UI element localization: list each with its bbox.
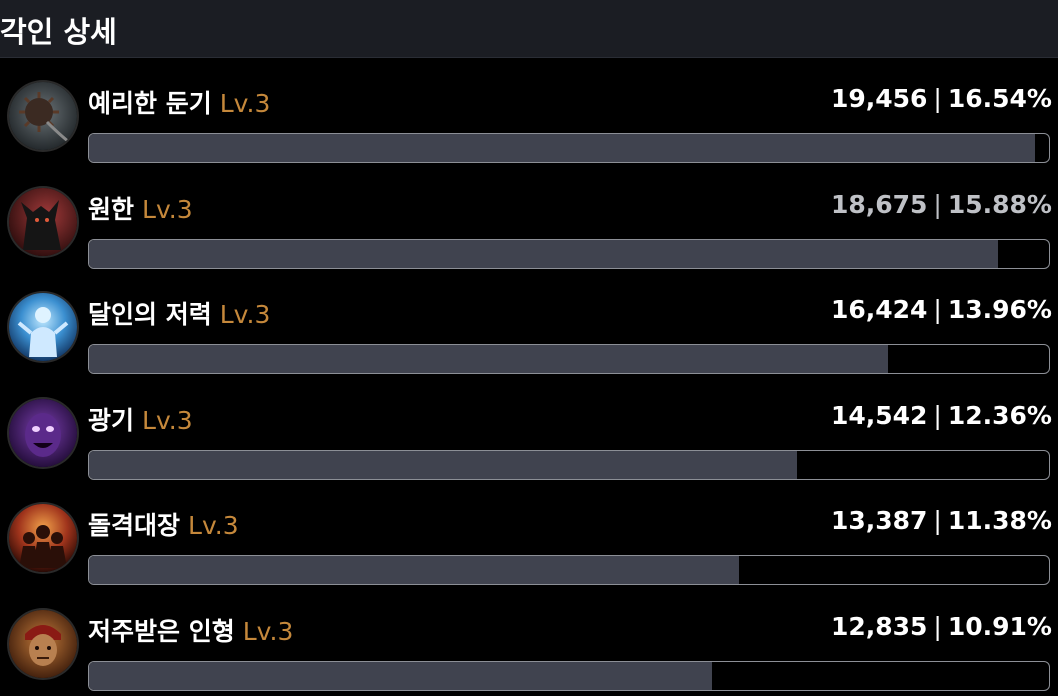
panel-header: 각인 상세 xyxy=(0,0,1058,58)
engraving-name: 광기 Lv.3 xyxy=(88,405,193,435)
damage-bar-fill xyxy=(89,239,999,268)
damage-bar xyxy=(88,660,1050,691)
engraving-name: 예리한 둔기 Lv.3 xyxy=(88,89,271,118)
damage-bar xyxy=(88,449,1050,480)
engraving-row[interactable]: 저주받은 인형 Lv.3 12,835 | 10.91% xyxy=(0,586,1058,692)
damage-bar xyxy=(88,344,1050,374)
demon-beast-icon xyxy=(9,187,77,256)
damage-value: 12,835 xyxy=(830,611,928,641)
damage-bar xyxy=(88,133,1050,163)
engraving-row[interactable]: 달인의 저력 Lv.3 16,424 | 13.96% xyxy=(0,269,1058,375)
damage-percent: 10.91% xyxy=(947,611,1052,641)
engraving-level: Lv.3 xyxy=(219,89,271,118)
engraving-stat: 16,424 | 13.96% xyxy=(830,295,1052,324)
damage-percent: 12.36% xyxy=(947,400,1052,430)
damage-bar xyxy=(88,238,1050,269)
engraving-stat: 12,835 | 10.91% xyxy=(830,611,1052,641)
engraving-stat: 13,387 | 11.38% xyxy=(830,506,1052,535)
damage-percent: 11.38% xyxy=(947,506,1052,535)
damage-percent: 15.88% xyxy=(947,189,1052,219)
engraving-list: 예리한 둔기 Lv.3 19,456 | 16.54% 원한 Lv.3 18,675 | 1… xyxy=(0,58,1058,691)
damage-percent: 16.54% xyxy=(947,84,1052,113)
cursed-doll-icon xyxy=(9,609,77,678)
engraving-row[interactable]: 돌격대장 Lv.3 13,387 | 11.38% xyxy=(0,480,1058,586)
fire-charge-icon xyxy=(9,504,77,572)
damage-percent: 13.96% xyxy=(947,295,1052,324)
damage-value: 18,675 xyxy=(830,189,928,219)
engraving-stat: 19,456 | 16.54% xyxy=(830,84,1052,113)
engraving-name: 원한 Lv.3 xyxy=(88,194,193,224)
purple-madman-icon xyxy=(9,398,77,467)
engraving-name: 저주받은 인형 Lv.3 xyxy=(88,616,294,646)
engraving-stat: 14,542 | 12.36% xyxy=(830,400,1052,430)
damage-value: 16,424 xyxy=(830,295,928,324)
damage-value: 19,456 xyxy=(830,84,928,113)
glowing-warrior-icon xyxy=(9,293,77,361)
damage-value: 13,387 xyxy=(830,506,928,535)
damage-bar-fill xyxy=(89,450,797,479)
damage-bar xyxy=(88,555,1050,585)
damage-bar-fill xyxy=(89,556,739,584)
damage-bar-fill xyxy=(89,661,713,690)
engraving-row[interactable]: 예리한 둔기 Lv.3 19,456 | 16.54% xyxy=(0,58,1058,164)
engraving-level: Lv.3 xyxy=(142,405,193,435)
engraving-level: Lv.3 xyxy=(188,511,239,540)
panel-title: 각인 상세 xyxy=(0,15,117,49)
engraving-stat: 18,675 | 15.88% xyxy=(830,189,1052,219)
engraving-level: Lv.3 xyxy=(219,300,271,329)
damage-bar-fill xyxy=(89,134,1035,162)
engraving-row[interactable]: 광기 Lv.3 14,542 | 12.36% xyxy=(0,375,1058,481)
damage-value: 14,542 xyxy=(830,400,928,430)
engraving-name: 돌격대장 Lv.3 xyxy=(88,511,239,540)
engraving-level: Lv.3 xyxy=(142,194,193,224)
damage-bar-fill xyxy=(89,345,888,373)
engraving-name: 달인의 저력 Lv.3 xyxy=(88,300,271,329)
engraving-level: Lv.3 xyxy=(242,616,294,646)
engraving-row[interactable]: 원한 Lv.3 18,675 | 15.88% xyxy=(0,164,1058,270)
spiked-mace-icon xyxy=(9,82,77,150)
